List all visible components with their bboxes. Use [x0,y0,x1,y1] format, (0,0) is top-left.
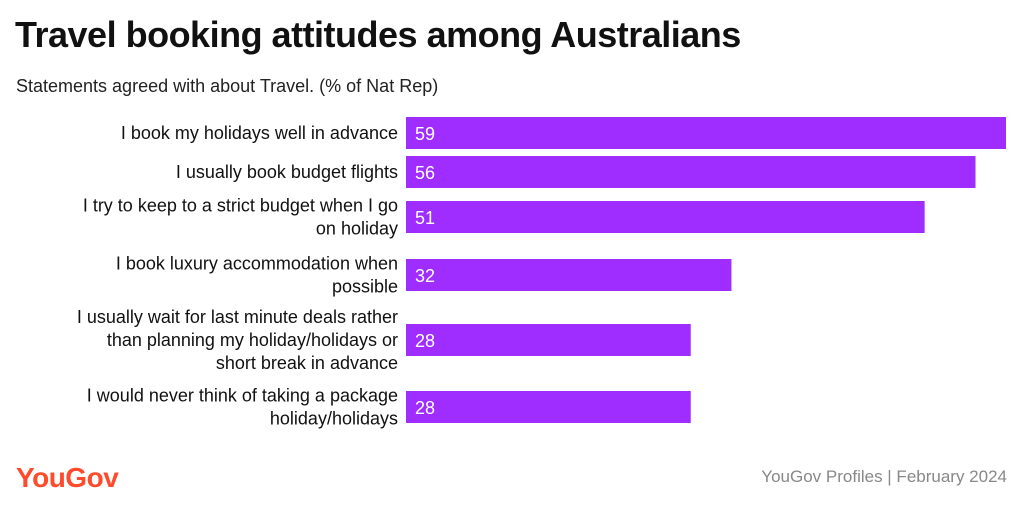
bar [406,324,691,356]
category-label: I book my holidays well in advance [121,123,398,143]
chart-title: Travel booking attitudes among Australia… [15,14,741,55]
category-label: I usually book budget flights [176,162,398,182]
category-label: I try to keep to a strict budget when I … [83,196,398,239]
bar-value-label: 51 [415,208,435,228]
bar-chart: 59 I book my holidays well in advance 56 I … [77,117,1006,429]
yougov-logo: YouGov [16,462,119,493]
bar [406,201,925,233]
bar-value-label: 28 [415,331,435,351]
bar-value-label: 32 [415,266,435,286]
bar-value-label: 28 [415,398,435,418]
category-label: I usually wait for last minute deals rat… [77,307,398,373]
chart-subtitle: Statements agreed with about Travel. (% … [16,76,439,96]
bar [406,156,976,188]
category-label: I would never think of taking a package h… [87,386,398,429]
bar-value-label: 59 [415,124,435,144]
bar [406,259,732,291]
source-note: YouGov Profiles | February 2024 [761,467,1007,486]
bar [406,391,691,423]
bar [406,117,1006,149]
category-label: I book luxury accommodation when possible [116,254,398,297]
bar-value-label: 56 [415,163,435,183]
